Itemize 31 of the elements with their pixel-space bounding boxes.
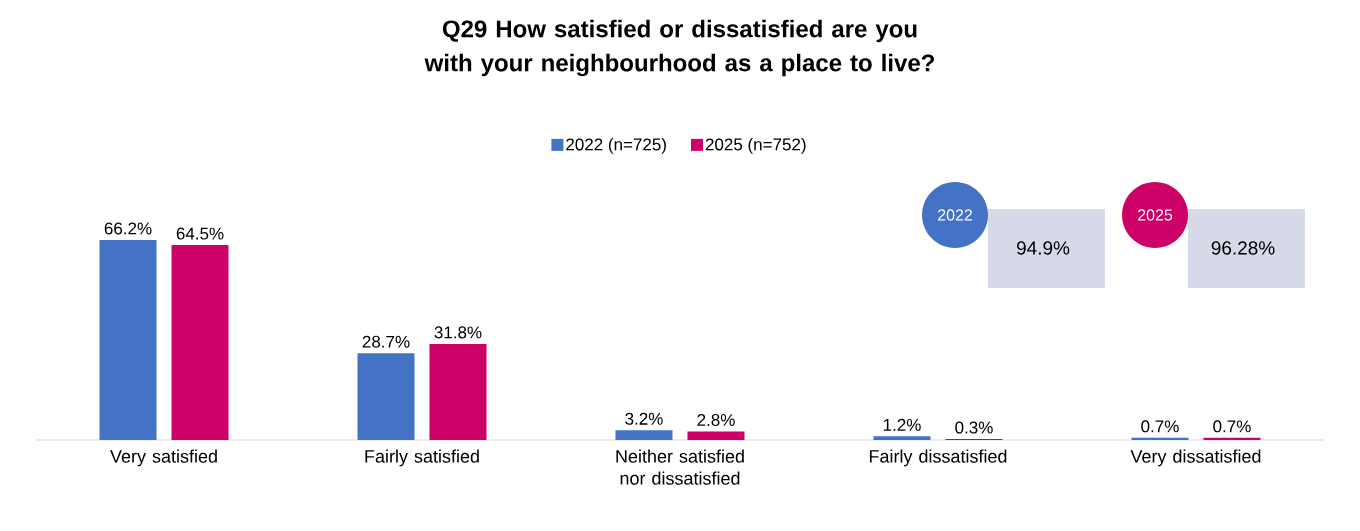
data-label: 28.7% <box>362 335 410 348</box>
data-label: 64.5% <box>176 227 224 240</box>
x-tick-label: Fairly dissatisfied <box>869 449 1007 467</box>
data-label: 3.2% <box>625 412 663 425</box>
annotation: 96.28% <box>1211 241 1275 255</box>
data-label: 0.3% <box>955 421 993 434</box>
x-tick-label: Very satisfied <box>110 449 217 467</box>
bar <box>171 245 229 440</box>
data-label: 66.2% <box>104 222 152 235</box>
bar <box>429 343 487 440</box>
bar <box>99 239 157 440</box>
data-label: 31.8% <box>434 326 482 339</box>
bar <box>615 430 673 440</box>
x-tick-label: Neither satisfied nor dissatisfied <box>616 449 744 485</box>
bar <box>873 436 931 440</box>
text: 2025 <box>1138 209 1173 221</box>
legend-label: 2025 (n=752) <box>705 137 806 154</box>
bar <box>357 353 415 440</box>
bar <box>687 431 745 440</box>
data-label: 0.7% <box>1141 420 1179 433</box>
bar <box>1203 437 1261 440</box>
legend-label: 2022 (n=725) <box>566 137 666 154</box>
data-label: 2.8% <box>697 413 735 427</box>
text: 2022 <box>938 209 972 221</box>
x-tick-label: Very dissatisfied <box>1130 449 1261 467</box>
annotation: 94.9% <box>1016 241 1070 255</box>
data-label: 1.2% <box>883 418 921 431</box>
bar <box>1131 437 1189 440</box>
data-label: 0.7% <box>1213 420 1251 433</box>
x-tick-label: Fairly satisfied <box>365 449 479 467</box>
chart-title: Q29 How satisfied or dissatisfied are you with your neighbourhood as a place to live? <box>424 19 935 77</box>
